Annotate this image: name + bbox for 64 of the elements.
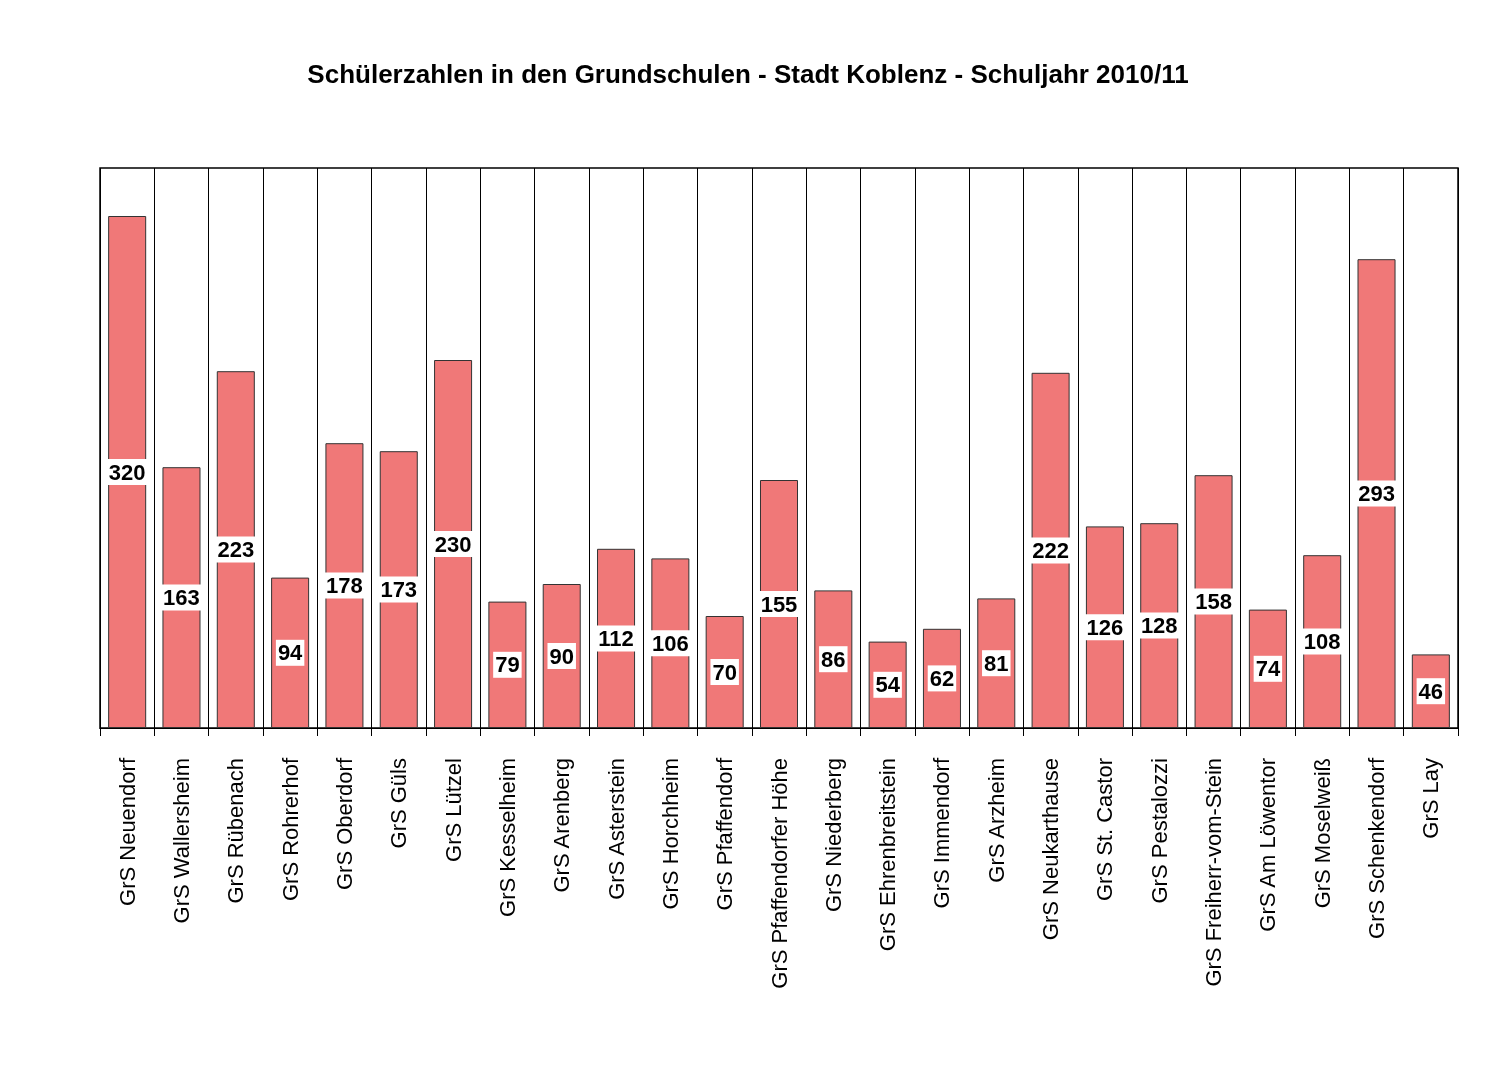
bar bbox=[1357, 259, 1396, 728]
x-tick-label: GrS Arenberg bbox=[549, 758, 575, 893]
x-tick-label: GrS Pestalozzi bbox=[1146, 758, 1172, 904]
bar bbox=[542, 584, 581, 728]
data-label: 62 bbox=[929, 665, 955, 691]
data-label: 54 bbox=[875, 672, 901, 698]
x-tick-label: GrS Neuendorf bbox=[114, 757, 140, 906]
bar bbox=[271, 577, 310, 728]
bar bbox=[814, 590, 853, 728]
data-label: 126 bbox=[1086, 614, 1124, 640]
bar bbox=[325, 443, 364, 728]
data-label: 108 bbox=[1303, 629, 1341, 655]
data-label: 112 bbox=[598, 625, 634, 651]
x-tick-label: GrS Rohrerhof bbox=[277, 757, 303, 902]
data-label: 155 bbox=[760, 591, 798, 617]
x-tick-label: GrS Kesselheim bbox=[494, 758, 520, 917]
data-label: 74 bbox=[1255, 656, 1281, 682]
data-label: 320 bbox=[108, 459, 146, 485]
x-tick-label: GrS Neukarthause bbox=[1038, 758, 1064, 941]
data-label: 94 bbox=[277, 640, 304, 666]
data-label: 173 bbox=[380, 577, 418, 603]
x-tick-label: GrS Am Löwentor bbox=[1255, 758, 1281, 932]
bar bbox=[1194, 475, 1233, 728]
data-label: 158 bbox=[1195, 589, 1232, 615]
x-tick-label: GrS Wallersheim bbox=[168, 758, 194, 924]
x-tick-label: GrS St. Castor bbox=[1092, 758, 1118, 902]
x-tick-label: GrS Immendorf bbox=[929, 757, 955, 909]
data-label: 46 bbox=[1418, 678, 1444, 704]
bar bbox=[379, 451, 418, 728]
data-label: 70 bbox=[712, 659, 737, 685]
x-tick-label: GrS Pfaffendorfer Höhe bbox=[766, 758, 792, 989]
x-tick-label: GrS Güls bbox=[386, 758, 412, 849]
bar bbox=[162, 467, 201, 728]
x-tick-label: GrS Horchheim bbox=[657, 758, 683, 910]
data-label: 106 bbox=[652, 630, 689, 656]
data-label: 79 bbox=[495, 652, 520, 678]
data-label: 222 bbox=[1032, 537, 1069, 563]
data-label: 90 bbox=[549, 643, 574, 669]
x-tick-label: GrS Lay bbox=[1418, 758, 1444, 839]
x-tick-label: GrS Oberdorf bbox=[331, 757, 357, 891]
data-label: 86 bbox=[821, 646, 846, 672]
x-tick-label: GrS Pfaffendorf bbox=[712, 757, 738, 911]
x-tick-label: GrS Asterstein bbox=[603, 758, 629, 900]
bar bbox=[488, 601, 527, 728]
x-tick-label: GrS Moselweiß bbox=[1309, 758, 1335, 909]
bar bbox=[434, 360, 473, 728]
data-label: 178 bbox=[326, 573, 363, 599]
x-tick-label: GrS Rübenach bbox=[223, 758, 249, 904]
x-tick-label: GrS Lützel bbox=[440, 758, 466, 862]
data-label: 128 bbox=[1140, 613, 1178, 639]
x-tick-label: GrS Ehrenbreitstein bbox=[875, 758, 901, 952]
data-label: 223 bbox=[217, 537, 255, 563]
chart-title: Schülerzahlen in den Grundschulen - Stadt Koblenz - Schuljahr 2010/11 bbox=[307, 59, 1189, 89]
data-label: 81 bbox=[984, 650, 1009, 676]
bar bbox=[108, 216, 147, 728]
x-tick-label: GrS Freiherr-vom-Stein bbox=[1201, 758, 1227, 987]
data-label: 163 bbox=[163, 585, 200, 611]
data-label: 230 bbox=[434, 531, 472, 557]
x-tick-label: GrS Schenkendorf bbox=[1364, 757, 1390, 939]
x-tick-label: GrS Niederberg bbox=[820, 758, 846, 913]
bar bbox=[1031, 372, 1070, 728]
x-tick-label: GrS Arzheim bbox=[983, 758, 1009, 883]
bar bbox=[216, 371, 255, 728]
data-label: 293 bbox=[1358, 481, 1395, 507]
